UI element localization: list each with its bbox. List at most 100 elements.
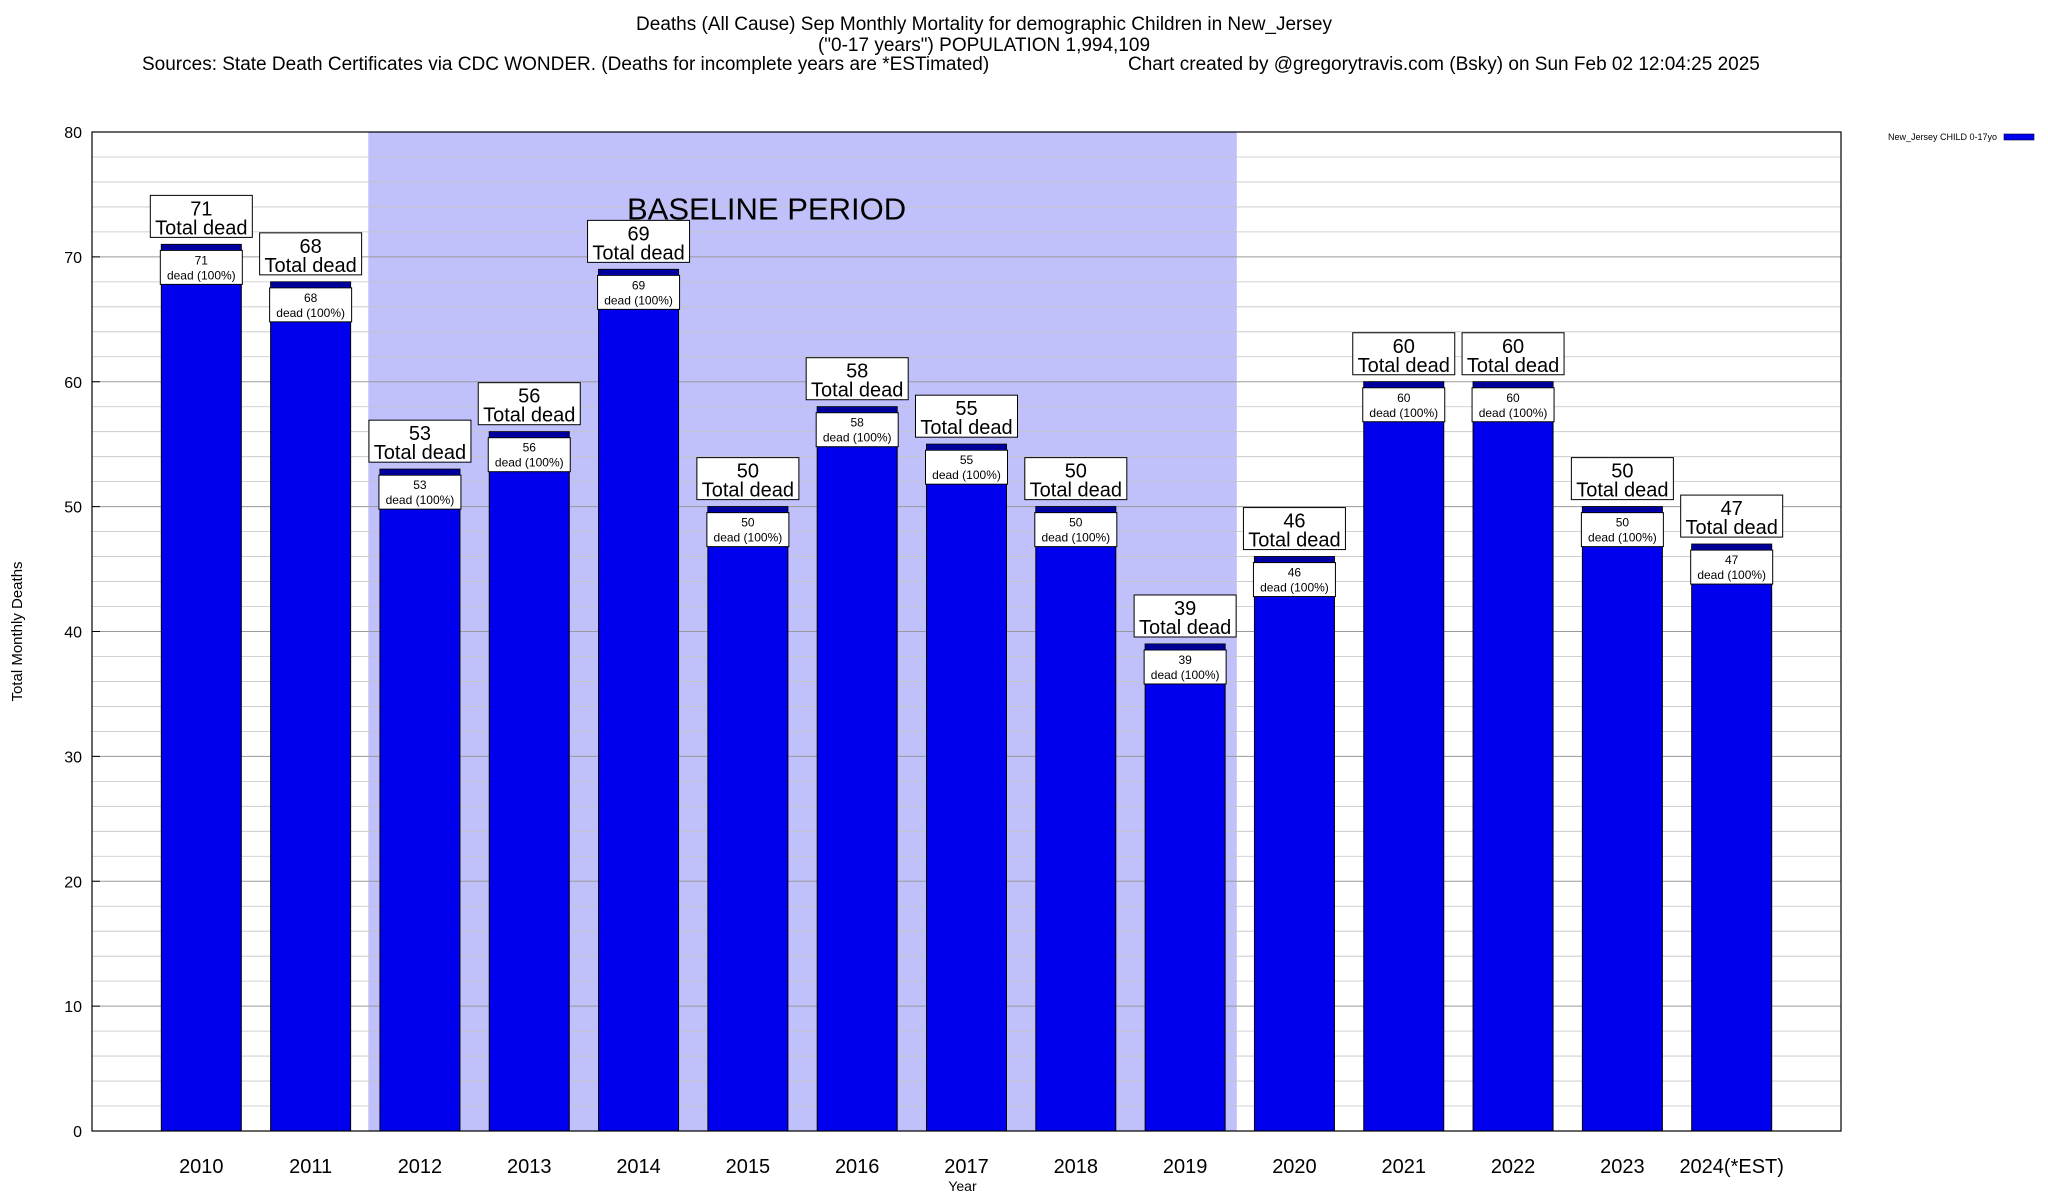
inner-label-suffix: dead (100%)	[1479, 406, 1548, 420]
inner-label-value: 50	[1069, 516, 1083, 530]
total-label-text: Total dead	[592, 242, 684, 264]
total-label-text: Total dead	[1467, 355, 1559, 377]
inner-label-suffix: dead (100%)	[495, 456, 564, 470]
total-label-box	[149, 194, 253, 238]
x-tick-label: 2011	[289, 1156, 332, 1178]
chart-title: Deaths (All Cause) Sep Monthly Mortality…	[0, 14, 1968, 56]
x-tick-label: 2023	[1600, 1156, 1645, 1178]
x-tick-label: 2021	[1382, 1156, 1427, 1178]
inner-label-value: 68	[304, 291, 318, 305]
bar-cap	[1364, 382, 1443, 387]
inner-label-suffix: dead (100%)	[932, 468, 1001, 482]
total-label-box	[1680, 494, 1784, 538]
inner-label-value: 46	[1288, 566, 1302, 580]
total-label-value: 50	[737, 461, 759, 483]
inner-label-suffix: dead (100%)	[1260, 581, 1329, 595]
total-label-text: Total dead	[920, 417, 1012, 439]
total-label-value: 53	[409, 423, 431, 445]
inner-label-value: 60	[1506, 391, 1520, 405]
total-label-box	[696, 457, 800, 501]
inner-label-suffix: dead (100%)	[167, 268, 236, 282]
total-label-text: Total dead	[264, 255, 356, 277]
inner-label-value: 50	[741, 516, 755, 530]
total-label-box	[915, 394, 1018, 438]
inner-label-suffix: dead (100%)	[1151, 668, 1220, 682]
plot-frame	[91, 131, 1842, 1132]
total-label-box	[477, 382, 581, 426]
total-label-box	[368, 419, 472, 463]
y-tick-label: 80	[64, 125, 82, 142]
bar	[379, 468, 461, 1132]
bar-cap	[380, 470, 459, 475]
inner-label-suffix: dead (100%)	[276, 306, 345, 320]
bar	[707, 506, 789, 1132]
bar	[816, 406, 898, 1132]
inner-label-suffix: dead (100%)	[823, 431, 892, 445]
inner-label-suffix: dead (100%)	[604, 293, 673, 307]
inner-label-box	[1690, 549, 1774, 585]
x-tick-label: 2019	[1163, 1156, 1208, 1178]
bar	[270, 281, 352, 1132]
x-axis-label: Year	[948, 1178, 977, 1194]
y-axis-label: Total Monthly Deaths	[9, 561, 26, 701]
total-label-value: 46	[1283, 511, 1305, 533]
total-label-value: 58	[846, 361, 868, 383]
inner-label-value: 71	[195, 253, 209, 267]
inner-label-value: 55	[960, 453, 974, 467]
total-label-box	[1570, 457, 1674, 501]
bar	[488, 431, 570, 1132]
bar-cap	[1036, 507, 1115, 512]
bar-cap	[271, 282, 350, 287]
bar-cap	[162, 245, 241, 250]
inner-label-box	[1362, 387, 1446, 423]
total-label-text: Total dead	[702, 480, 794, 502]
total-label-value: 60	[1393, 336, 1415, 358]
inner-label-box	[378, 474, 462, 510]
total-label-box	[1242, 507, 1346, 551]
inner-label-box	[487, 437, 571, 473]
credit-text: Chart created by @gregorytravis.com (Bsk…	[1128, 54, 1760, 75]
inner-label-box	[1471, 387, 1555, 423]
bar	[1144, 643, 1226, 1132]
inner-label-box	[815, 412, 899, 448]
total-label-value: 50	[1611, 461, 1633, 483]
x-tick-label: 2017	[944, 1156, 989, 1178]
inner-label-box	[706, 512, 790, 548]
inner-label-box	[597, 274, 681, 310]
x-tick-label: 2018	[1054, 1156, 1099, 1178]
inner-label-value: 39	[1178, 653, 1192, 667]
y-tick-label: 60	[64, 375, 82, 392]
total-label-box	[259, 232, 363, 276]
inner-label-suffix: dead (100%)	[1697, 568, 1766, 582]
total-label-value: 60	[1502, 336, 1524, 358]
total-label-text: Total dead	[1248, 530, 1340, 552]
total-label-box	[1024, 457, 1128, 501]
inner-label-box	[159, 249, 243, 285]
x-tick-label: 2014	[616, 1156, 661, 1178]
inner-label-box	[1034, 512, 1118, 548]
inner-label-value: 47	[1725, 553, 1739, 567]
inner-label-value: 69	[632, 278, 646, 292]
bar-cap	[818, 407, 897, 412]
x-tick-label: 2013	[507, 1156, 552, 1178]
bar-cap	[708, 507, 787, 512]
bar	[1035, 506, 1117, 1132]
inner-label-box	[925, 449, 1008, 485]
y-tick-label: 20	[64, 874, 82, 891]
total-label-box	[1133, 594, 1237, 638]
inner-label-box	[1252, 562, 1336, 598]
bar-cap	[1255, 557, 1334, 562]
inner-label-suffix: dead (100%)	[1041, 531, 1110, 545]
y-tick-label: 70	[64, 250, 82, 267]
y-tick-label: 50	[64, 500, 82, 517]
x-tick-label: 2020	[1272, 1156, 1317, 1178]
total-label-box	[1352, 332, 1456, 376]
total-label-text: Total dead	[1358, 355, 1450, 377]
title-line-1: Deaths (All Cause) Sep Monthly Mortality…	[636, 14, 1332, 35]
total-label-text: Total dead	[374, 442, 466, 464]
bar	[926, 443, 1007, 1132]
total-label-box	[1461, 332, 1565, 376]
bar	[1472, 381, 1554, 1132]
legend-swatch	[2003, 133, 2035, 141]
bar	[160, 243, 242, 1132]
